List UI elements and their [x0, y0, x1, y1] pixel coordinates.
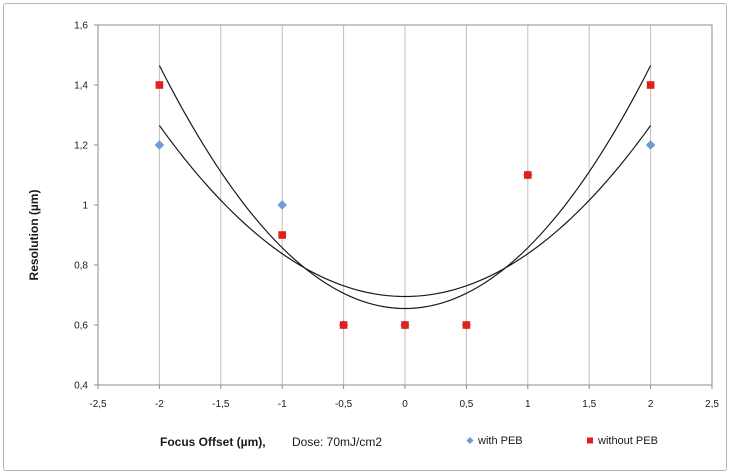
- grid-layer: [158, 25, 652, 385]
- trendline-with-peb: [158, 125, 652, 298]
- y-tick-label: 0,8: [74, 261, 88, 272]
- data-point-without-peb: [462, 321, 471, 329]
- x-axis-title: Focus Offset (µm),: [160, 435, 266, 449]
- x-tick-label: 0: [402, 399, 408, 410]
- data-point-without-peb: [401, 321, 409, 329]
- x-tick-label: 2,5: [705, 399, 719, 410]
- legend-marker-with-peb: [466, 436, 474, 445]
- legend-item-with-peb: with PEB: [466, 435, 523, 447]
- x-tick-label: -1: [278, 399, 287, 410]
- x-tick-label: 1,5: [582, 399, 596, 410]
- y-tick-label: 1,6: [74, 21, 88, 32]
- trendline-layer: [158, 65, 652, 310]
- chart-frame: [3, 3, 727, 471]
- x-tick-label: -1,5: [212, 399, 230, 410]
- x-tick-label: -0,5: [335, 399, 353, 410]
- x-tick-label: 1: [525, 399, 531, 410]
- data-point-without-peb: [646, 81, 655, 89]
- legend-item-without-peb: without PEB: [587, 435, 658, 447]
- data-point-with-peb: [154, 140, 165, 150]
- data-point-without-peb: [524, 171, 532, 179]
- legend-label-with-peb: with PEB: [477, 435, 523, 447]
- y-axis-title: Resolution (µm): [27, 190, 41, 281]
- legend-label-without-peb: without PEB: [597, 435, 658, 447]
- data-point-without-peb: [339, 321, 348, 329]
- y-tick-label: 1,2: [74, 141, 88, 152]
- x-tick-label: 2: [648, 399, 654, 410]
- y-tick-label: 1: [82, 201, 88, 212]
- dose-annotation: Dose: 70mJ/cm2: [292, 435, 382, 449]
- axis-layer: [94, 24, 713, 389]
- y-tick-label: 1,4: [74, 81, 88, 92]
- legend-marker-without-peb: [587, 437, 593, 444]
- legend: with PEB without PEB: [466, 435, 658, 447]
- x-tick-label: -2: [155, 399, 164, 410]
- y-tick-label: 0,6: [74, 321, 88, 332]
- x-tick-label: -2,5: [89, 399, 107, 410]
- tick-label-layer: -2,5 -2 -1,5 -1 -0,5 0 0,5 1 1,5 2 2,5 0,4 0,6 0,8 1 1,…: [74, 21, 719, 411]
- data-point-with-peb: [277, 200, 288, 210]
- data-point-without-peb: [278, 231, 286, 239]
- data-point-layer: [154, 81, 656, 330]
- x-tick-label: 0,5: [459, 399, 473, 410]
- data-point-with-peb: [645, 140, 656, 150]
- y-tick-label: 0,4: [74, 381, 88, 392]
- data-point-without-peb: [155, 81, 164, 89]
- trendline-without-peb: [158, 65, 652, 310]
